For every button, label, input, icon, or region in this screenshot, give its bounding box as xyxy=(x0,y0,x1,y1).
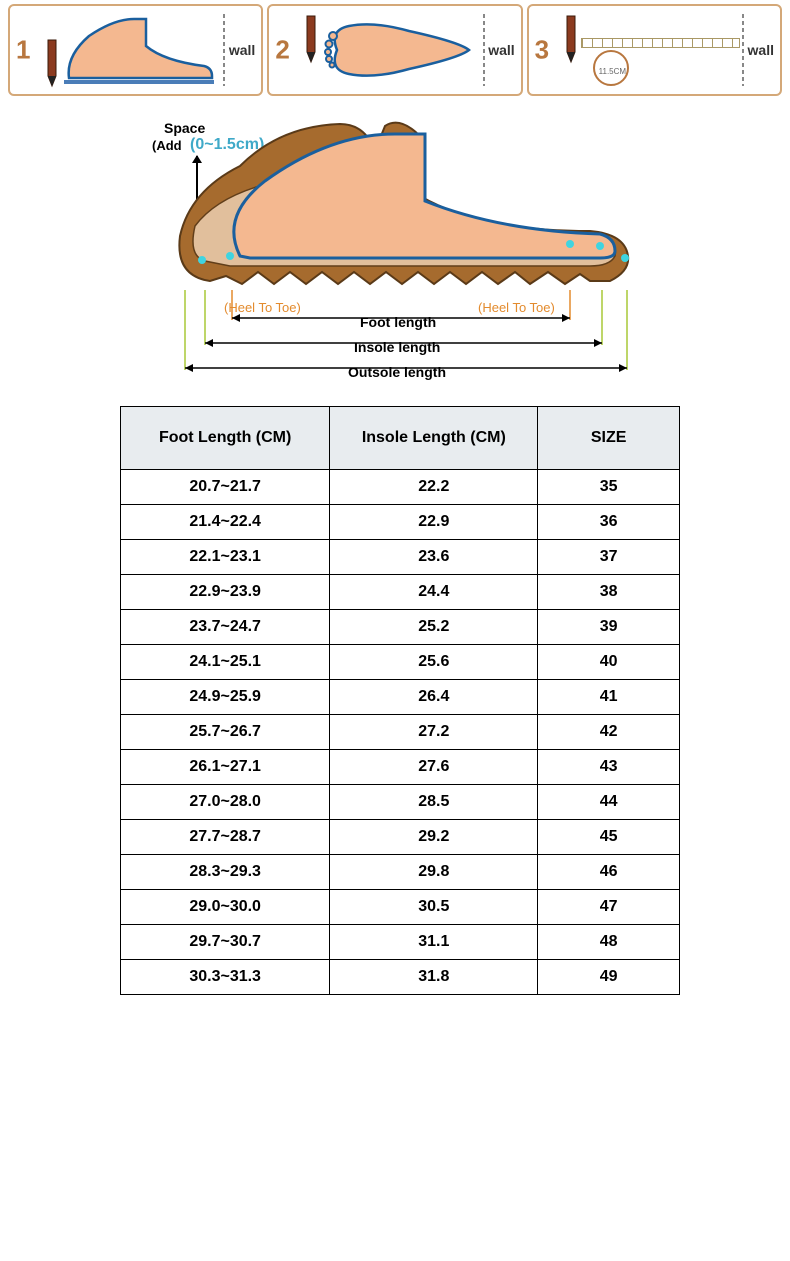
cell-insole: 27.6 xyxy=(330,750,538,785)
step-2: 2 wall xyxy=(267,4,522,96)
cell-size: 47 xyxy=(538,890,680,925)
insole-length-label: Insole length xyxy=(354,339,440,355)
cell-size: 43 xyxy=(538,750,680,785)
cell-foot: 23.7~24.7 xyxy=(121,610,330,645)
cell-size: 41 xyxy=(538,680,680,715)
table-row: 30.3~31.331.849 xyxy=(121,960,680,995)
step-3-number: 3 xyxy=(535,35,549,66)
cell-size: 49 xyxy=(538,960,680,995)
cell-foot: 27.7~28.7 xyxy=(121,820,330,855)
cell-foot: 24.9~25.9 xyxy=(121,680,330,715)
foot-length-label: Foot length xyxy=(360,314,436,330)
outsole-length-label: Outsole length xyxy=(348,364,446,380)
cell-insole: 29.2 xyxy=(330,820,538,855)
cell-insole: 29.8 xyxy=(330,855,538,890)
wall-line-icon xyxy=(223,14,225,86)
heel-toe-left: (Heel To Toe) xyxy=(224,300,301,315)
step-3: 3 11.5CM wall xyxy=(527,4,782,96)
table-row: 24.9~25.926.441 xyxy=(121,680,680,715)
cell-foot: 24.1~25.1 xyxy=(121,645,330,680)
cell-foot: 27.0~28.0 xyxy=(121,785,330,820)
cell-insole: 24.4 xyxy=(330,575,538,610)
step-3-wall-label: wall xyxy=(748,42,774,58)
shoe-diagram: Space (Add (0~1.5cm) xyxy=(0,100,790,400)
table-row: 22.9~23.924.438 xyxy=(121,575,680,610)
table-row: 22.1~23.123.637 xyxy=(121,540,680,575)
cell-insole: 31.1 xyxy=(330,925,538,960)
wall-line-icon xyxy=(742,14,744,86)
cell-size: 40 xyxy=(538,645,680,680)
step-1-wall-label: wall xyxy=(229,42,255,58)
table-row: 25.7~26.727.242 xyxy=(121,715,680,750)
cell-foot: 25.7~26.7 xyxy=(121,715,330,750)
table-row: 26.1~27.127.643 xyxy=(121,750,680,785)
cell-size: 37 xyxy=(538,540,680,575)
table-row: 29.7~30.731.148 xyxy=(121,925,680,960)
foot-side-icon xyxy=(64,16,214,86)
size-table-container: Foot Length (CM) Insole Length (CM) SIZE… xyxy=(0,400,790,995)
cell-insole: 26.4 xyxy=(330,680,538,715)
table-header-row: Foot Length (CM) Insole Length (CM) SIZE xyxy=(121,407,680,470)
cell-foot: 29.7~30.7 xyxy=(121,925,330,960)
cell-size: 45 xyxy=(538,820,680,855)
shoe-foot-illustration xyxy=(170,106,640,316)
ruler-icon xyxy=(581,38,740,48)
cell-size: 36 xyxy=(538,505,680,540)
cell-insole: 25.6 xyxy=(330,645,538,680)
table-row: 24.1~25.125.640 xyxy=(121,645,680,680)
col-insole-header: Insole Length (CM) xyxy=(330,407,538,470)
cell-size: 42 xyxy=(538,715,680,750)
measurement-steps: 1 wall 2 wall 3 xyxy=(0,0,790,100)
cell-size: 39 xyxy=(538,610,680,645)
col-foot-header: Foot Length (CM) xyxy=(121,407,330,470)
cell-foot: 22.1~23.1 xyxy=(121,540,330,575)
cell-insole: 30.5 xyxy=(330,890,538,925)
cell-foot: 30.3~31.3 xyxy=(121,960,330,995)
table-row: 20.7~21.722.235 xyxy=(121,470,680,505)
pencil-icon xyxy=(38,38,66,88)
footprint-icon xyxy=(319,16,479,84)
cell-size: 35 xyxy=(538,470,680,505)
cell-insole: 28.5 xyxy=(330,785,538,820)
table-row: 23.7~24.725.239 xyxy=(121,610,680,645)
cell-foot: 22.9~23.9 xyxy=(121,575,330,610)
cell-foot: 26.1~27.1 xyxy=(121,750,330,785)
cell-foot: 28.3~29.3 xyxy=(121,855,330,890)
cell-insole: 22.2 xyxy=(330,470,538,505)
step-1: 1 wall xyxy=(8,4,263,96)
col-size-header: SIZE xyxy=(538,407,680,470)
wall-line-icon xyxy=(483,14,485,86)
step-2-number: 2 xyxy=(275,35,289,66)
step-2-wall-label: wall xyxy=(488,42,514,58)
cell-foot: 20.7~21.7 xyxy=(121,470,330,505)
cell-size: 44 xyxy=(538,785,680,820)
cell-insole: 23.6 xyxy=(330,540,538,575)
cell-size: 48 xyxy=(538,925,680,960)
cell-size: 46 xyxy=(538,855,680,890)
cell-foot: 21.4~22.4 xyxy=(121,505,330,540)
cell-insole: 27.2 xyxy=(330,715,538,750)
cell-insole: 25.2 xyxy=(330,610,538,645)
step3-circle-label: 11.5CM xyxy=(599,67,626,76)
table-row: 21.4~22.422.936 xyxy=(121,505,680,540)
heel-toe-right: (Heel To Toe) xyxy=(478,300,555,315)
table-row: 28.3~29.329.846 xyxy=(121,855,680,890)
table-row: 27.0~28.028.544 xyxy=(121,785,680,820)
cell-foot: 29.0~30.0 xyxy=(121,890,330,925)
table-row: 27.7~28.729.245 xyxy=(121,820,680,855)
cell-insole: 31.8 xyxy=(330,960,538,995)
cell-size: 38 xyxy=(538,575,680,610)
cell-insole: 22.9 xyxy=(330,505,538,540)
step-1-number: 1 xyxy=(16,35,30,66)
size-table: Foot Length (CM) Insole Length (CM) SIZE… xyxy=(120,406,680,995)
table-row: 29.0~30.030.547 xyxy=(121,890,680,925)
